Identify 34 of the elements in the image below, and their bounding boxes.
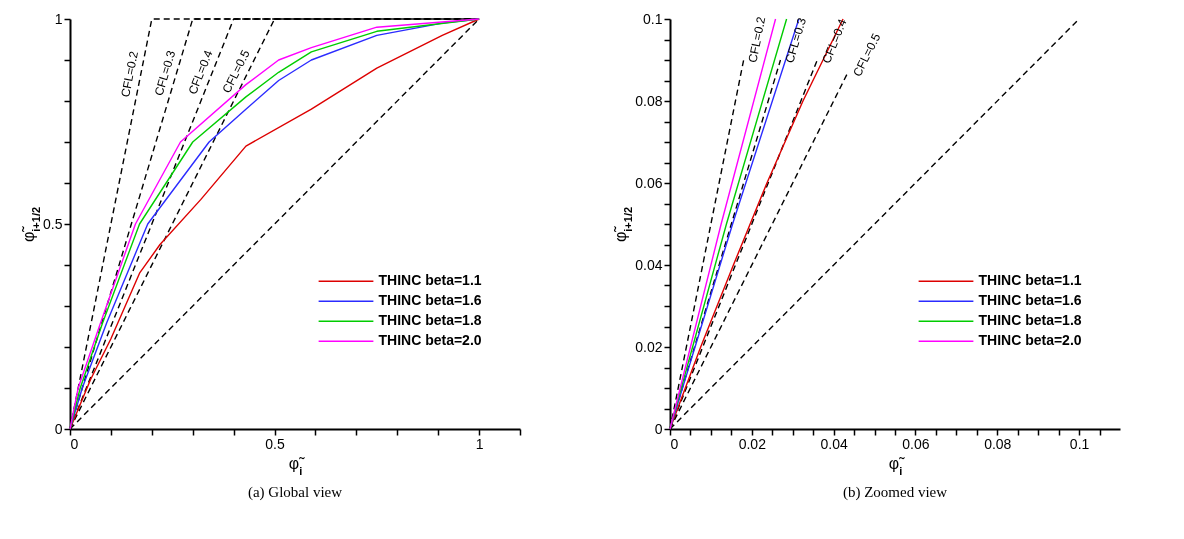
annotation: CFL=0.2 (745, 15, 769, 64)
x-tick-label: 1 (475, 435, 484, 452)
text: (a) Global view (247, 484, 343, 501)
x-tick-label: 0 (670, 435, 679, 452)
legend-label: THINC beta=2.0 (378, 332, 482, 349)
y-tick-label: 1 (54, 10, 63, 27)
annotation: CFL=0.3 (782, 15, 810, 65)
x-axis-title: φ̃$_{i}$ (888, 454, 906, 477)
x-tick-label: 0.02 (738, 435, 767, 452)
y-tick-label: 0.1 (643, 10, 663, 27)
legend-label: THINC beta=1.8 (978, 312, 1082, 329)
x-tick-label: 0.04 (820, 435, 848, 452)
y-tick-label: 0.02 (635, 338, 663, 355)
legend-label: THINC beta=1.8 (378, 312, 482, 329)
x-tick-label: 0.06 (902, 435, 930, 452)
legend-label: THINC beta=1.1 (378, 272, 482, 289)
x-tick-label: 0.1 (1069, 435, 1090, 452)
legend-label: THINC beta=1.1 (978, 272, 1082, 289)
annotation: CFL=0.3 (151, 48, 179, 98)
legend-label: THINC beta=1.6 (978, 292, 1082, 309)
y-tick-label: 0.08 (635, 92, 663, 109)
annotation: CFL=0.2 (118, 49, 142, 99)
x-tick-label: 0 (70, 435, 79, 452)
text: (b) Zoomed view (842, 484, 948, 501)
y-tick-label: 0.5 (43, 215, 63, 232)
y-tick-label: 0 (54, 420, 63, 437)
y-tick-label: 0 (654, 420, 663, 437)
x-tick-label: 0.5 (265, 435, 285, 452)
y-tick-label: 0.06 (635, 174, 663, 191)
y-tick-label: 0.04 (635, 256, 663, 273)
legend-label: THINC beta=1.6 (378, 292, 482, 309)
x-axis-title: φ̃$_{i}$ (288, 454, 306, 477)
x-tick-label: 0.08 (984, 435, 1012, 452)
legend-label: THINC beta=2.0 (978, 332, 1082, 349)
